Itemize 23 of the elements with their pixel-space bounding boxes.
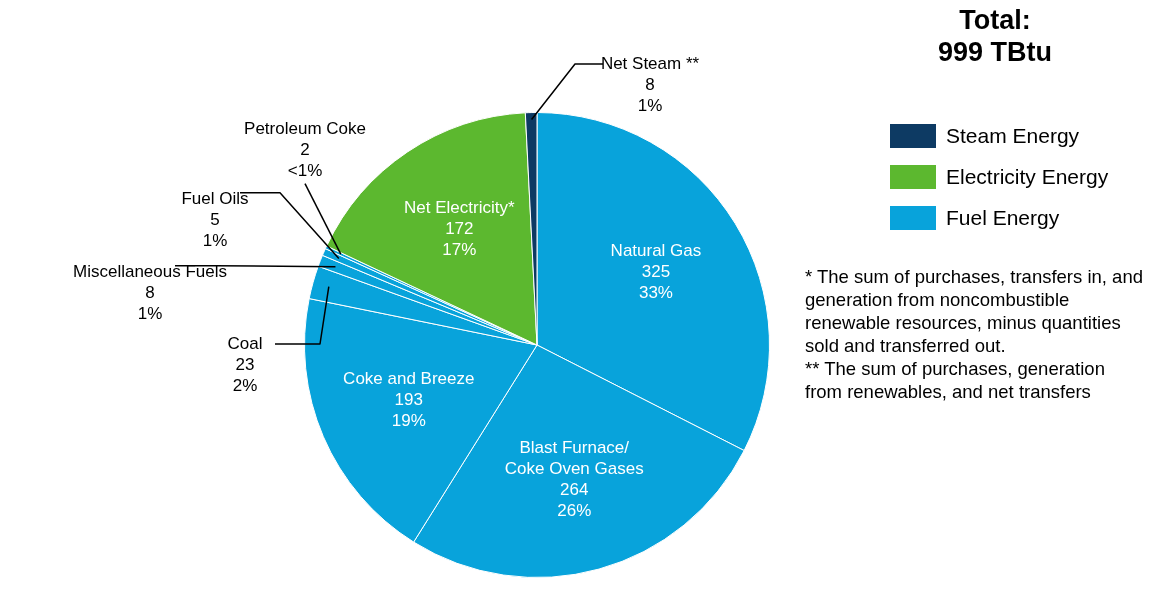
text: Fuel Energy bbox=[946, 205, 1060, 230]
slice-label: Net Electricity* bbox=[404, 197, 515, 217]
text: Steam Energy bbox=[946, 123, 1080, 148]
data-label: 325 33% bbox=[638, 261, 673, 302]
slice-label: Net Steam ** bbox=[600, 53, 700, 73]
text: ** The sum of purchases, generation from renewables, and net transfers bbox=[805, 357, 1106, 403]
slice-label: Blast Furnace/ Coke Oven Gases bbox=[504, 437, 644, 478]
slice-label: Coke and Breeze bbox=[343, 368, 475, 388]
data-label: 2 <1% bbox=[287, 139, 323, 180]
text: Electricity Energy bbox=[946, 164, 1109, 189]
slice-label: Natural Gas bbox=[610, 240, 702, 260]
data-label: 193 19% bbox=[391, 389, 426, 430]
slice-label: Coal bbox=[227, 333, 263, 353]
data-label: 264 26% bbox=[557, 479, 592, 520]
slice-label: Petroleum Coke bbox=[244, 118, 366, 138]
text: * The sum of purchases, transfers in, and generation from noncombustible renewable resources, minus quantities sold and transferred out. bbox=[805, 265, 1144, 357]
text: Total: 999 TBtu bbox=[937, 4, 1053, 68]
slice-label: Fuel Oils bbox=[181, 188, 249, 208]
data-label: 5 1% bbox=[202, 209, 228, 250]
data-label: 23 2% bbox=[232, 354, 258, 395]
data-label: 172 17% bbox=[442, 218, 477, 259]
data-label: 8 1% bbox=[637, 74, 663, 115]
data-label: 8 1% bbox=[137, 282, 163, 323]
